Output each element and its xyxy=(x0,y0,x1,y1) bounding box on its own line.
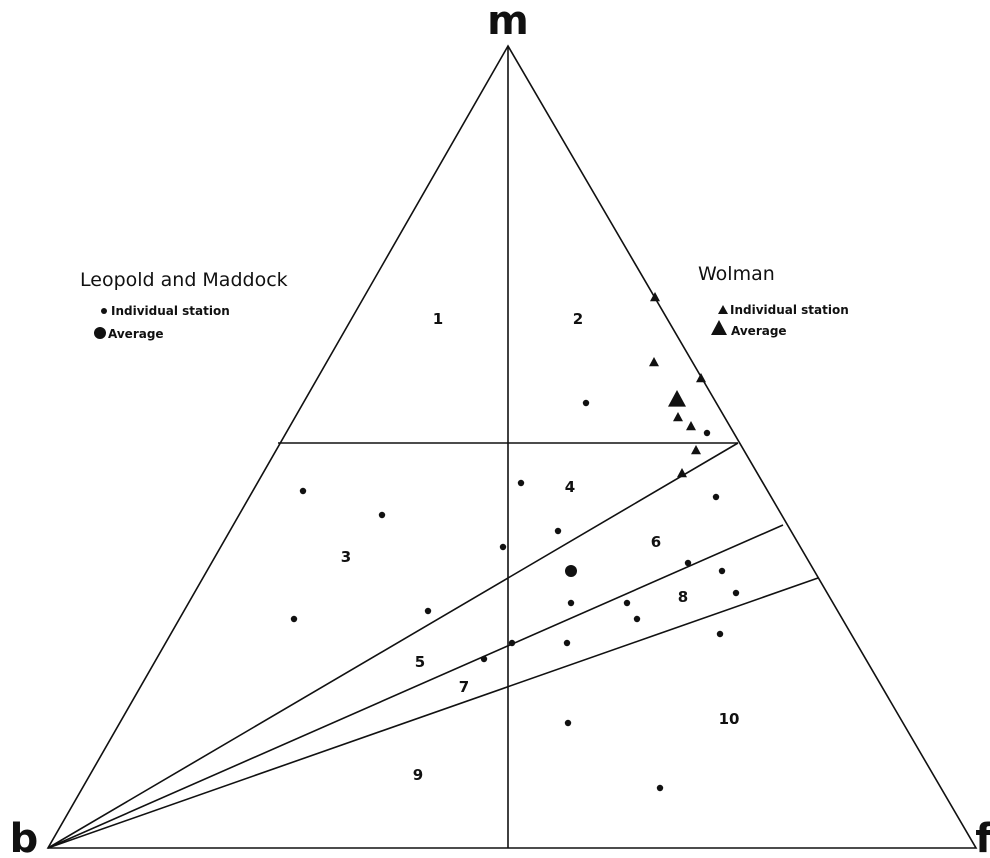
station-point-circle xyxy=(712,493,720,501)
legend-wolman: Wolman Individual station Average xyxy=(698,263,849,338)
region-label-9: 9 xyxy=(413,766,423,784)
station-point-circle xyxy=(554,527,562,535)
region-label-2: 2 xyxy=(573,310,583,328)
station-point-circle xyxy=(703,429,711,437)
station-point-circle xyxy=(718,567,726,575)
station-point-triangle xyxy=(673,412,683,422)
legend-title-leopold-maddock: Leopold and Maddock xyxy=(80,269,288,291)
vertex-label-f: f xyxy=(975,816,990,858)
legend-label-average: Average xyxy=(108,327,164,341)
station-point-circle xyxy=(499,543,507,551)
region-label-4: 4 xyxy=(565,478,575,496)
legend-label-average: Average xyxy=(731,324,787,338)
region-label-5: 5 xyxy=(415,653,425,671)
region-label-7: 7 xyxy=(459,678,469,696)
wolman-stations xyxy=(649,292,706,478)
region-label-10: 10 xyxy=(719,710,740,728)
region-label-8: 8 xyxy=(678,588,688,606)
average-point-circle xyxy=(565,565,577,577)
station-point-circle xyxy=(582,399,590,407)
vertex-label-b: b xyxy=(10,816,39,858)
station-point-triangle xyxy=(649,357,659,367)
station-point-circle xyxy=(564,719,572,727)
station-point-circle xyxy=(633,615,641,623)
station-point-circle xyxy=(567,599,575,607)
station-point-triangle xyxy=(691,445,701,455)
legend-title-wolman: Wolman xyxy=(698,263,775,285)
vertex-label-m: m xyxy=(487,0,529,44)
leopold-maddock-stations xyxy=(290,399,740,792)
legend-leopold-maddock: Leopold and Maddock Individual station A… xyxy=(80,269,288,341)
legend-label-individual-station: Individual station xyxy=(730,303,849,317)
station-point-circle xyxy=(299,487,307,495)
station-point-circle xyxy=(656,784,664,792)
station-point-triangle xyxy=(686,421,696,431)
ray-line-3 xyxy=(47,577,819,849)
station-point-triangle xyxy=(650,292,660,302)
legend-marker-average-triangle xyxy=(711,320,727,335)
station-point-circle xyxy=(732,589,740,597)
station-point-circle xyxy=(480,655,488,663)
legend-label-individual-station: Individual station xyxy=(111,304,230,318)
average-point-triangle xyxy=(668,390,686,407)
legend-marker-individual-triangle xyxy=(718,305,728,314)
region-label-1: 1 xyxy=(433,310,443,328)
station-point-circle xyxy=(684,559,692,567)
ray-line-2 xyxy=(47,524,784,849)
station-point-circle xyxy=(563,639,571,647)
station-point-circle xyxy=(517,479,525,487)
station-point-circle xyxy=(716,630,724,638)
station-point-circle xyxy=(424,607,432,615)
station-point-circle xyxy=(378,511,386,519)
station-point-triangle xyxy=(696,373,706,383)
region-label-3: 3 xyxy=(341,548,351,566)
legend-marker-individual-circle xyxy=(101,308,107,314)
region-label-6: 6 xyxy=(651,533,661,551)
station-point-circle xyxy=(290,615,298,623)
station-point-triangle xyxy=(677,468,687,478)
legend-marker-average-circle xyxy=(94,327,106,339)
triangle-outline xyxy=(46,44,978,849)
station-point-circle xyxy=(508,639,516,647)
station-point-circle xyxy=(623,599,631,607)
ray-line-1 xyxy=(47,442,739,849)
